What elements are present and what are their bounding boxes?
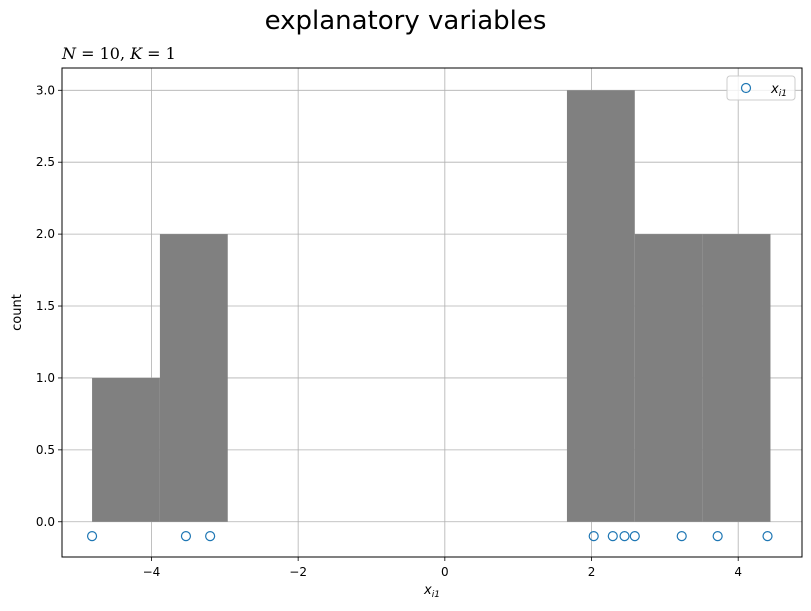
y-axis-ticks: 0.0 0.5 1.0 1.5 2.0 2.5 3.0 bbox=[36, 83, 62, 529]
histogram-bars bbox=[92, 90, 771, 522]
legend-box bbox=[726, 75, 796, 101]
x-tick-label: 2 bbox=[588, 565, 596, 579]
x-axis-label: xi1 bbox=[423, 583, 440, 600]
data-point bbox=[712, 531, 723, 542]
histogram-bar bbox=[92, 377, 160, 522]
x-tick-label: 4 bbox=[734, 565, 742, 579]
y-tick-label: 0.5 bbox=[36, 443, 55, 457]
x-axis-label-subscript: i1 bbox=[432, 590, 440, 600]
legend-marker bbox=[740, 82, 752, 94]
y-tick-label: 1.0 bbox=[36, 371, 55, 385]
histogram-bar bbox=[702, 234, 771, 522]
subtitle-n-eq: = 10, bbox=[76, 44, 131, 63]
histogram-bar bbox=[159, 234, 228, 522]
data-points bbox=[86, 531, 773, 542]
data-point bbox=[629, 531, 640, 542]
data-point bbox=[676, 531, 687, 542]
chart-subtitle: N = 10, K = 1 bbox=[62, 44, 176, 63]
subtitle-k-eq: = 1 bbox=[142, 44, 176, 63]
x-tick-label: −4 bbox=[143, 565, 161, 579]
data-point bbox=[180, 531, 192, 542]
data-point bbox=[588, 531, 599, 542]
histogram-bar bbox=[634, 234, 703, 522]
y-tick-label: 1.5 bbox=[36, 299, 55, 313]
legend-label-subscript: i1 bbox=[779, 89, 787, 99]
x-tick-label: 0 bbox=[441, 565, 449, 579]
legend: xi1 bbox=[726, 75, 796, 101]
data-point bbox=[762, 531, 773, 542]
y-tick-label: 3.0 bbox=[36, 83, 55, 97]
x-tick-label: −2 bbox=[289, 565, 307, 579]
y-tick-label: 2.0 bbox=[36, 227, 55, 241]
data-point bbox=[607, 531, 618, 542]
data-point bbox=[619, 531, 630, 542]
subtitle-n-var: N bbox=[62, 44, 76, 63]
x-axis-ticks: −4 −2 0 2 4 bbox=[143, 557, 742, 579]
chart-title: explanatory variables bbox=[264, 6, 547, 36]
data-point bbox=[86, 531, 98, 542]
y-tick-label: 2.5 bbox=[36, 155, 55, 169]
y-axis-label: count bbox=[10, 294, 25, 331]
data-point bbox=[205, 531, 216, 542]
plot-frame bbox=[61, 67, 803, 558]
subtitle-k-var: K bbox=[130, 44, 143, 63]
y-tick-label: 0.0 bbox=[36, 515, 55, 529]
histogram-bar bbox=[566, 90, 635, 522]
